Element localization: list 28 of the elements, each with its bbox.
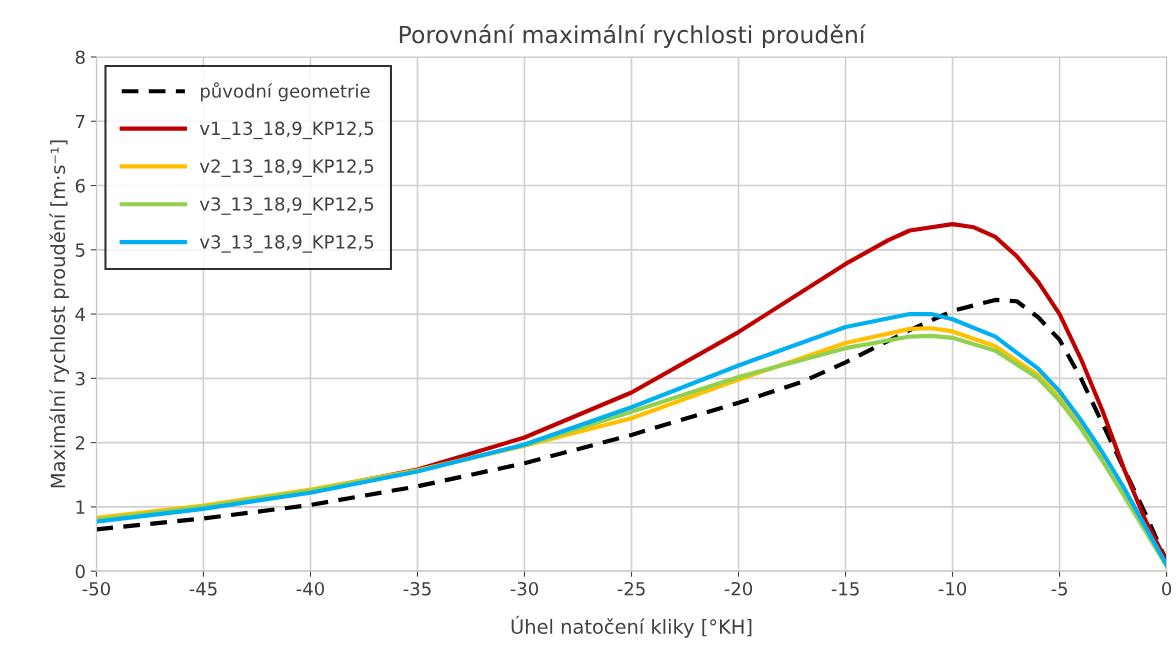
y-tick-label: 1 <box>76 500 85 514</box>
y-tick-label: 2 <box>75 436 85 450</box>
y-tick-label: 3 <box>75 371 85 386</box>
y-tick-label: 4 <box>75 307 85 321</box>
legend-label: v1_13_18,9_KP12,5 <box>199 121 374 140</box>
y-tick-label: 8 <box>75 50 85 65</box>
y-tick-label: 5 <box>75 243 85 257</box>
x-tick-label: -35 <box>403 581 431 596</box>
x-tick-label: -15 <box>831 582 859 596</box>
x-tick-label: -10 <box>938 581 967 596</box>
x-axis-title: Úhel natočení kliky [°KH] <box>511 615 752 638</box>
x-tick-label: -25 <box>617 581 645 596</box>
x-tick-label: -5 <box>1051 582 1067 596</box>
y-tick-label: 0 <box>75 564 85 579</box>
y-tick-label: 7 <box>76 114 85 129</box>
legend-label: v3_13_18,9_KP12,5 <box>199 235 374 253</box>
x-tick-label: 0 <box>1162 581 1172 596</box>
y-tick-label: 6 <box>75 178 85 193</box>
y-axis-title: Maximální rychlost proudění [m·s⁻¹] <box>49 140 69 488</box>
x-tick-label: -20 <box>724 581 753 596</box>
x-tick-label: -45 <box>189 582 217 596</box>
legend-label: původní geometrie <box>200 82 370 102</box>
legend-label: v3_13_18,9_KP12,5 <box>199 197 374 215</box>
chart-title: Porovnání maximální rychlosti proudění <box>399 24 867 49</box>
x-tick-label: -30 <box>510 581 539 596</box>
legend-label: v2_13_18,9_KP12,5 <box>199 159 374 177</box>
x-tick-label: -40 <box>296 581 325 596</box>
x-tick-label: -50 <box>82 581 110 596</box>
